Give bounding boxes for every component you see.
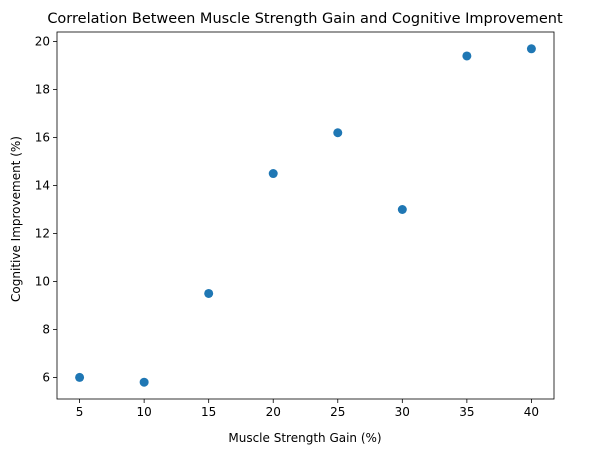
x-tick-label: 20 bbox=[266, 405, 281, 419]
y-tick-label: 18 bbox=[35, 83, 50, 97]
data-points bbox=[75, 44, 536, 387]
x-tick-label: 30 bbox=[395, 405, 410, 419]
data-point bbox=[462, 51, 472, 61]
x-tick-label: 10 bbox=[136, 405, 151, 419]
chart-title: Correlation Between Muscle Strength Gain… bbox=[47, 11, 563, 27]
x-axis-label: Muscle Strength Gain (%) bbox=[228, 431, 381, 445]
data-point bbox=[526, 44, 536, 54]
y-axis: 6 8 10 12 14 16 18 20 bbox=[35, 35, 57, 384]
x-tick-label: 40 bbox=[524, 405, 539, 419]
x-tick-label: 25 bbox=[330, 405, 345, 419]
y-tick-label: 12 bbox=[35, 226, 50, 240]
data-point bbox=[204, 288, 214, 298]
x-tick-label: 5 bbox=[76, 405, 84, 419]
data-point bbox=[268, 169, 278, 179]
plot-area bbox=[56, 31, 555, 400]
data-point bbox=[139, 377, 149, 387]
x-axis: 5 10 15 20 25 30 35 40 bbox=[76, 399, 539, 419]
y-axis-label: Cognitive Improvement (%) bbox=[9, 136, 23, 302]
y-tick-label: 16 bbox=[35, 131, 50, 145]
plot-frame bbox=[56, 31, 555, 400]
data-point bbox=[397, 205, 407, 215]
x-tick-label: 35 bbox=[459, 405, 474, 419]
y-tick-label: 6 bbox=[42, 370, 50, 384]
y-tick-label: 10 bbox=[35, 274, 50, 288]
y-tick-label: 8 bbox=[42, 322, 50, 336]
y-tick-label: 20 bbox=[35, 35, 50, 49]
data-point bbox=[75, 372, 85, 382]
y-tick-label: 14 bbox=[35, 179, 50, 193]
data-point bbox=[333, 128, 343, 138]
x-tick-label: 15 bbox=[201, 405, 216, 419]
